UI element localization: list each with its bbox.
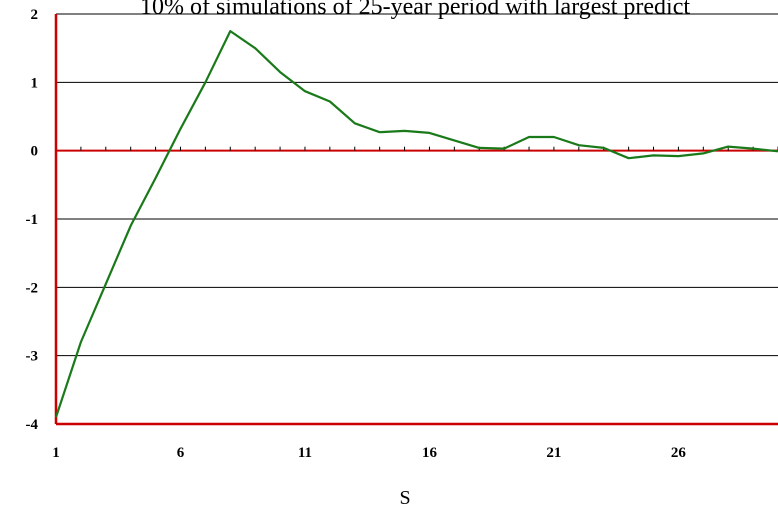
x-tick-label: 11 xyxy=(298,445,312,461)
gridlines xyxy=(56,13,778,425)
y-tick-label: 2 xyxy=(31,7,39,23)
y-tick-label: -2 xyxy=(26,280,39,296)
series xyxy=(54,30,778,418)
chart-title: 10% of simulations of 25-year period wit… xyxy=(140,0,690,20)
y-tick-label: 1 xyxy=(31,75,39,91)
tick-labels: 210-1-2-3-41 6 11 16 21 26 xyxy=(26,7,687,461)
x-tick-label: 21 xyxy=(546,445,561,461)
x-tick-label: 26 xyxy=(671,445,687,461)
x-axis-title: S xyxy=(399,487,410,509)
y-tick-label: -3 xyxy=(26,349,39,365)
y-tick-label: -4 xyxy=(26,417,39,433)
y-tick-label: -1 xyxy=(26,212,39,228)
y-tick-label: 0 xyxy=(31,144,39,160)
x-tick-label: 6 xyxy=(177,445,185,461)
x-tick-label: 1 xyxy=(52,445,60,461)
axes xyxy=(54,14,778,426)
series-line xyxy=(54,30,778,418)
x-tick-label: 16 xyxy=(422,445,438,461)
